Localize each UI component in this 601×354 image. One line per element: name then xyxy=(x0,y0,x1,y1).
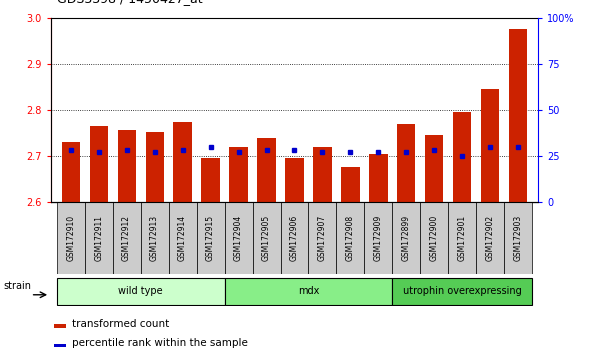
Bar xyxy=(364,202,392,274)
Bar xyxy=(285,158,304,202)
Text: wild type: wild type xyxy=(118,286,163,296)
Text: GDS3398 / 1450427_at: GDS3398 / 1450427_at xyxy=(57,0,203,5)
Bar xyxy=(225,278,392,305)
Bar xyxy=(197,202,225,274)
Text: GSM172913: GSM172913 xyxy=(150,215,159,261)
Text: GSM172915: GSM172915 xyxy=(206,215,215,261)
Bar xyxy=(477,202,504,274)
Text: GSM172910: GSM172910 xyxy=(66,215,75,261)
Text: transformed count: transformed count xyxy=(72,319,169,329)
Text: GSM172909: GSM172909 xyxy=(374,215,383,261)
Bar xyxy=(61,142,80,202)
Bar xyxy=(90,126,108,202)
Text: GSM172914: GSM172914 xyxy=(178,215,187,261)
Bar xyxy=(313,148,332,202)
Bar xyxy=(397,125,415,202)
Bar xyxy=(481,89,499,202)
Bar xyxy=(252,202,281,274)
Text: percentile rank within the sample: percentile rank within the sample xyxy=(72,338,248,348)
Text: GSM172908: GSM172908 xyxy=(346,215,355,261)
Bar xyxy=(509,29,528,202)
Bar xyxy=(56,202,85,274)
Text: GSM172912: GSM172912 xyxy=(122,215,131,261)
Text: GSM172899: GSM172899 xyxy=(402,215,411,261)
Bar xyxy=(426,135,444,202)
Bar xyxy=(308,202,337,274)
Bar xyxy=(145,132,163,202)
Bar xyxy=(420,202,448,274)
Bar xyxy=(201,158,219,202)
Bar xyxy=(504,202,532,274)
Text: GSM172900: GSM172900 xyxy=(430,215,439,261)
Bar xyxy=(169,202,197,274)
Bar xyxy=(341,167,359,202)
Bar xyxy=(118,131,136,202)
Bar xyxy=(112,202,141,274)
Text: GSM172903: GSM172903 xyxy=(514,215,523,261)
Text: GSM172902: GSM172902 xyxy=(486,215,495,261)
Bar xyxy=(56,278,225,305)
Bar xyxy=(141,202,169,274)
Bar xyxy=(174,122,192,202)
Text: GSM172904: GSM172904 xyxy=(234,215,243,261)
Bar xyxy=(448,202,477,274)
Text: GSM172901: GSM172901 xyxy=(458,215,467,261)
Bar xyxy=(225,202,252,274)
Text: GSM172906: GSM172906 xyxy=(290,215,299,261)
Bar xyxy=(281,202,308,274)
Bar xyxy=(337,202,364,274)
Text: mdx: mdx xyxy=(297,286,319,296)
Bar xyxy=(392,202,420,274)
Bar xyxy=(257,138,276,202)
Bar xyxy=(230,147,248,202)
Text: utrophin overexpressing: utrophin overexpressing xyxy=(403,286,522,296)
Text: GSM172911: GSM172911 xyxy=(94,215,103,261)
Text: GSM172905: GSM172905 xyxy=(262,215,271,261)
Bar xyxy=(453,112,471,202)
Bar xyxy=(55,324,67,328)
Text: strain: strain xyxy=(3,281,31,291)
Bar xyxy=(85,202,112,274)
Bar xyxy=(55,344,67,347)
Bar xyxy=(392,278,532,305)
Bar xyxy=(370,154,388,202)
Text: GSM172907: GSM172907 xyxy=(318,215,327,261)
